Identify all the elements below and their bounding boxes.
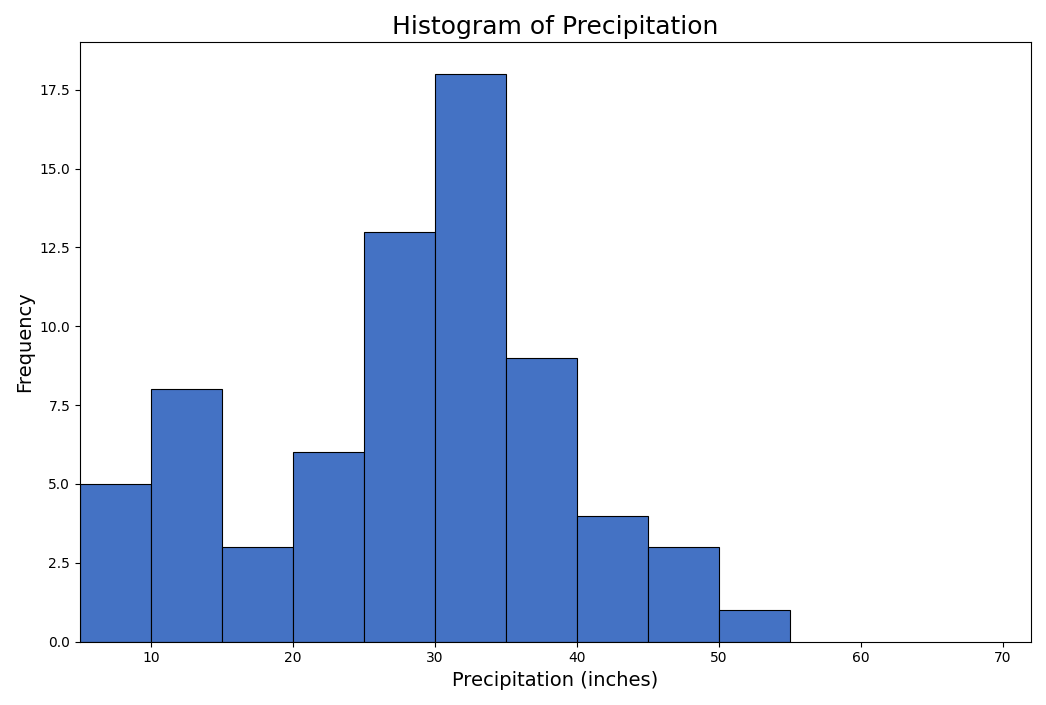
Bar bbox=[364, 232, 435, 642]
Bar bbox=[506, 358, 576, 642]
X-axis label: Precipitation (inches): Precipitation (inches) bbox=[452, 671, 659, 690]
Bar bbox=[81, 484, 151, 642]
Bar bbox=[151, 389, 222, 642]
Bar bbox=[293, 453, 364, 642]
Title: Histogram of Precipitation: Histogram of Precipitation bbox=[392, 15, 719, 39]
Bar bbox=[435, 74, 506, 642]
Bar bbox=[719, 610, 790, 642]
Bar bbox=[647, 547, 719, 642]
Y-axis label: Frequency: Frequency bbox=[15, 292, 35, 393]
Bar bbox=[222, 547, 293, 642]
Bar bbox=[576, 515, 647, 642]
